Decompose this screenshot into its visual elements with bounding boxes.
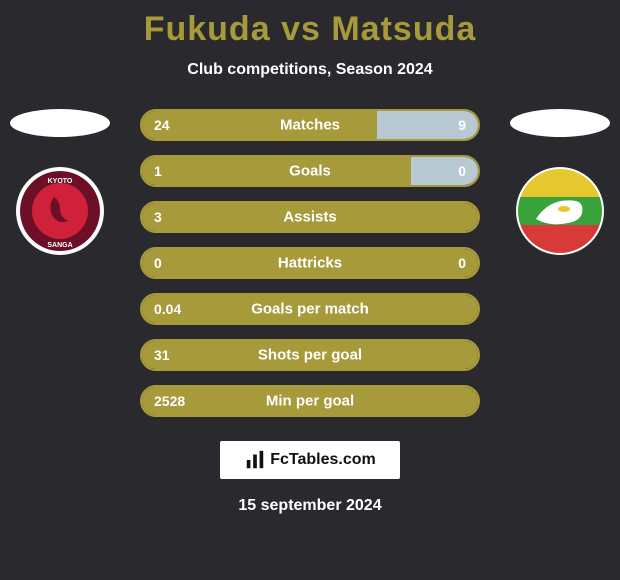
stat-label: Goals (289, 163, 331, 180)
svg-text:KYOTO: KYOTO (48, 178, 73, 185)
stat-row: 0.04 Goals per match (140, 293, 480, 325)
bar-left (142, 111, 377, 139)
stat-label: Shots per goal (258, 347, 362, 364)
player2-column (510, 109, 610, 255)
stat-value-left: 2528 (154, 393, 185, 409)
stat-value-left: 3 (154, 209, 162, 225)
stat-row: 3 Assists (140, 201, 480, 233)
stat-value-right: 0 (458, 163, 466, 179)
stat-value-left: 0.04 (154, 301, 181, 317)
player2-silhouette (510, 109, 610, 137)
player1-name: Fukuda (144, 10, 271, 48)
kyoto-badge-icon: KYOTO SANGA (16, 167, 104, 255)
stat-label: Goals per match (251, 301, 369, 318)
stat-value-left: 24 (154, 117, 170, 133)
vs-text: vs (281, 10, 321, 48)
brand-logo[interactable]: FcTables.com (220, 441, 400, 479)
bar-right (411, 157, 478, 185)
bar-left (142, 157, 411, 185)
player2-team-badge (516, 167, 604, 255)
stat-value-left: 0 (154, 255, 162, 271)
stat-row: 31 Shots per goal (140, 339, 480, 371)
stat-value-right: 0 (458, 255, 466, 271)
stats-list: 24 Matches 9 1 Goals 0 3 Assists 0 Hattricks 0 0.04… (140, 109, 480, 417)
player1-column: KYOTO SANGA (10, 109, 110, 255)
jef-badge-icon (516, 167, 604, 255)
stat-label: Min per goal (266, 393, 354, 410)
player1-team-badge: KYOTO SANGA (16, 167, 104, 255)
stat-row: 0 Hattricks 0 (140, 247, 480, 279)
stat-label: Assists (283, 209, 336, 226)
stat-value-right: 9 (458, 117, 466, 133)
svg-text:SANGA: SANGA (47, 242, 72, 249)
stat-label: Hattricks (278, 255, 342, 272)
stat-value-left: 1 (154, 163, 162, 179)
subtitle: Club competitions, Season 2024 (0, 61, 620, 79)
stat-row: 1 Goals 0 (140, 155, 480, 187)
stat-label: Matches (280, 117, 340, 134)
stat-value-left: 31 (154, 347, 170, 363)
brand-text: FcTables.com (270, 451, 376, 469)
player1-silhouette (10, 109, 110, 137)
stat-row: 2528 Min per goal (140, 385, 480, 417)
date-text: 15 september 2024 (0, 497, 620, 515)
comparison-body: KYOTO SANGA 24 Matches 9 1 Goals 0 3 Assists 0 Ha… (0, 109, 620, 417)
player2-name: Matsuda (331, 10, 476, 48)
stat-row: 24 Matches 9 (140, 109, 480, 141)
comparison-title: Fukuda vs Matsuda (0, 0, 620, 49)
chart-icon (244, 449, 266, 471)
